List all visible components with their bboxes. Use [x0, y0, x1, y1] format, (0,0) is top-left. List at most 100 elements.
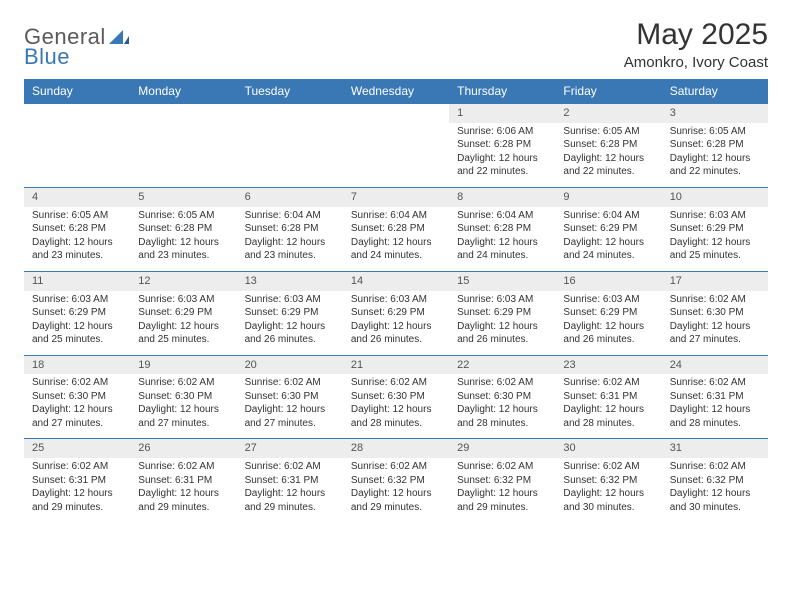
sunrise-text: Sunrise: 6:02 AM — [670, 460, 760, 474]
day-number-cell: 31 — [662, 439, 768, 458]
day-number-cell: 14 — [343, 271, 449, 290]
daynum-row: 11121314151617 — [24, 271, 768, 290]
day-number-cell: 4 — [24, 187, 130, 206]
daylight-text: and 28 minutes. — [670, 417, 760, 431]
sunrise-text: Sunrise: 6:02 AM — [138, 376, 228, 390]
month-title: May 2025 — [624, 18, 768, 52]
day-detail-cell: Sunrise: 6:03 AMSunset: 6:29 PMDaylight:… — [237, 291, 343, 356]
sunset-text: Sunset: 6:29 PM — [245, 306, 335, 320]
header: General Blue May 2025 Amonkro, Ivory Coa… — [24, 18, 768, 71]
daylight-text: and 24 minutes. — [563, 249, 653, 263]
day-detail-cell: Sunrise: 6:03 AMSunset: 6:29 PMDaylight:… — [662, 207, 768, 272]
daylight-text: Daylight: 12 hours — [32, 320, 122, 334]
daylight-text: and 25 minutes. — [670, 249, 760, 263]
daylight-text: Daylight: 12 hours — [670, 487, 760, 501]
sunset-text: Sunset: 6:29 PM — [563, 222, 653, 236]
daylight-text: and 27 minutes. — [138, 417, 228, 431]
day-detail-cell: Sunrise: 6:02 AMSunset: 6:31 PMDaylight:… — [555, 374, 661, 439]
daylight-text: and 24 minutes. — [351, 249, 441, 263]
day-number-cell — [343, 104, 449, 123]
weekday-header: Sunday — [24, 79, 130, 104]
day-number-cell: 21 — [343, 355, 449, 374]
sunset-text: Sunset: 6:31 PM — [245, 474, 335, 488]
detail-row: Sunrise: 6:05 AMSunset: 6:28 PMDaylight:… — [24, 207, 768, 272]
daylight-text: and 28 minutes. — [351, 417, 441, 431]
daylight-text: Daylight: 12 hours — [245, 236, 335, 250]
sunrise-text: Sunrise: 6:02 AM — [351, 376, 441, 390]
day-detail-cell: Sunrise: 6:05 AMSunset: 6:28 PMDaylight:… — [555, 123, 661, 188]
daylight-text: Daylight: 12 hours — [245, 320, 335, 334]
daylight-text: Daylight: 12 hours — [351, 320, 441, 334]
calendar-table: Sunday Monday Tuesday Wednesday Thursday… — [24, 79, 768, 522]
sunset-text: Sunset: 6:30 PM — [351, 390, 441, 404]
day-detail-cell — [24, 123, 130, 188]
sunrise-text: Sunrise: 6:02 AM — [245, 376, 335, 390]
location-label: Amonkro, Ivory Coast — [624, 54, 768, 71]
day-detail-cell: Sunrise: 6:04 AMSunset: 6:28 PMDaylight:… — [343, 207, 449, 272]
sunset-text: Sunset: 6:29 PM — [32, 306, 122, 320]
weekday-header: Wednesday — [343, 79, 449, 104]
sunset-text: Sunset: 6:29 PM — [138, 306, 228, 320]
daylight-text: and 28 minutes. — [457, 417, 547, 431]
daylight-text: Daylight: 12 hours — [138, 236, 228, 250]
daylight-text: Daylight: 12 hours — [670, 320, 760, 334]
day-detail-cell: Sunrise: 6:02 AMSunset: 6:30 PMDaylight:… — [662, 291, 768, 356]
day-number-cell: 3 — [662, 104, 768, 123]
day-number-cell — [237, 104, 343, 123]
day-detail-cell: Sunrise: 6:02 AMSunset: 6:32 PMDaylight:… — [662, 458, 768, 522]
day-number-cell: 8 — [449, 187, 555, 206]
sunrise-text: Sunrise: 6:02 AM — [245, 460, 335, 474]
daylight-text: Daylight: 12 hours — [457, 152, 547, 166]
day-number-cell: 22 — [449, 355, 555, 374]
sunset-text: Sunset: 6:31 PM — [670, 390, 760, 404]
day-detail-cell: Sunrise: 6:02 AMSunset: 6:31 PMDaylight:… — [237, 458, 343, 522]
day-detail-cell: Sunrise: 6:06 AMSunset: 6:28 PMDaylight:… — [449, 123, 555, 188]
day-detail-cell: Sunrise: 6:02 AMSunset: 6:32 PMDaylight:… — [449, 458, 555, 522]
day-detail-cell: Sunrise: 6:03 AMSunset: 6:29 PMDaylight:… — [343, 291, 449, 356]
day-detail-cell: Sunrise: 6:03 AMSunset: 6:29 PMDaylight:… — [449, 291, 555, 356]
title-block: May 2025 Amonkro, Ivory Coast — [624, 18, 768, 71]
daylight-text: and 29 minutes. — [32, 501, 122, 515]
day-detail-cell: Sunrise: 6:05 AMSunset: 6:28 PMDaylight:… — [662, 123, 768, 188]
sunset-text: Sunset: 6:29 PM — [563, 306, 653, 320]
sunrise-text: Sunrise: 6:03 AM — [457, 293, 547, 307]
day-number-cell: 30 — [555, 439, 661, 458]
day-number-cell: 23 — [555, 355, 661, 374]
day-detail-cell — [237, 123, 343, 188]
logo-sail-icon — [109, 28, 129, 44]
day-detail-cell: Sunrise: 6:02 AMSunset: 6:32 PMDaylight:… — [343, 458, 449, 522]
sunset-text: Sunset: 6:28 PM — [457, 222, 547, 236]
daylight-text: and 27 minutes. — [32, 417, 122, 431]
day-number-cell: 13 — [237, 271, 343, 290]
daylight-text: Daylight: 12 hours — [32, 487, 122, 501]
day-detail-cell: Sunrise: 6:02 AMSunset: 6:30 PMDaylight:… — [130, 374, 236, 439]
weekday-header: Tuesday — [237, 79, 343, 104]
day-number-cell: 11 — [24, 271, 130, 290]
day-detail-cell: Sunrise: 6:04 AMSunset: 6:29 PMDaylight:… — [555, 207, 661, 272]
daylight-text: Daylight: 12 hours — [670, 403, 760, 417]
sunset-text: Sunset: 6:28 PM — [670, 138, 760, 152]
sunset-text: Sunset: 6:29 PM — [457, 306, 547, 320]
sunset-text: Sunset: 6:28 PM — [245, 222, 335, 236]
weekday-header: Monday — [130, 79, 236, 104]
sunrise-text: Sunrise: 6:05 AM — [32, 209, 122, 223]
day-number-cell: 1 — [449, 104, 555, 123]
logo-text-block: General Blue — [24, 24, 129, 70]
day-detail-cell: Sunrise: 6:05 AMSunset: 6:28 PMDaylight:… — [130, 207, 236, 272]
day-detail-cell: Sunrise: 6:02 AMSunset: 6:30 PMDaylight:… — [24, 374, 130, 439]
daynum-row: 45678910 — [24, 187, 768, 206]
daylight-text: Daylight: 12 hours — [457, 320, 547, 334]
day-number-cell: 6 — [237, 187, 343, 206]
sunrise-text: Sunrise: 6:02 AM — [351, 460, 441, 474]
day-number-cell: 12 — [130, 271, 236, 290]
daylight-text: Daylight: 12 hours — [457, 403, 547, 417]
sunset-text: Sunset: 6:28 PM — [563, 138, 653, 152]
daylight-text: Daylight: 12 hours — [351, 487, 441, 501]
day-detail-cell: Sunrise: 6:03 AMSunset: 6:29 PMDaylight:… — [130, 291, 236, 356]
sunrise-text: Sunrise: 6:06 AM — [457, 125, 547, 139]
sunset-text: Sunset: 6:31 PM — [138, 474, 228, 488]
sunrise-text: Sunrise: 6:05 AM — [138, 209, 228, 223]
sunset-text: Sunset: 6:28 PM — [457, 138, 547, 152]
daylight-text: Daylight: 12 hours — [32, 236, 122, 250]
calendar-body: 123Sunrise: 6:06 AMSunset: 6:28 PMDaylig… — [24, 104, 768, 523]
